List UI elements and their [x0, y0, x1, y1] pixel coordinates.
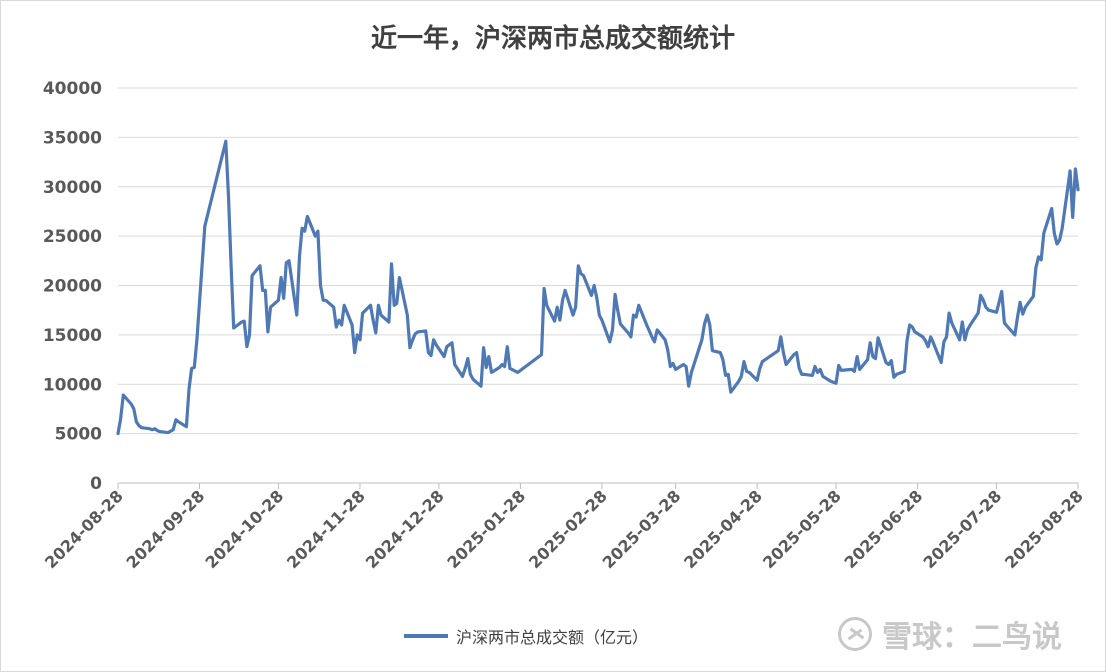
- x-tick-label: 2025-05-28: [759, 486, 845, 572]
- x-tick-label: 2025-01-28: [443, 486, 529, 572]
- watermark-text: 雪球：二鸟说: [882, 620, 1062, 655]
- x-tick-label: 2024-10-28: [201, 486, 287, 572]
- x-tick-label: 2025-07-28: [919, 486, 1005, 572]
- x-tick-labels: 2024-08-282024-09-282024-10-282024-11-28…: [41, 486, 1087, 572]
- y-tick-label: 15000: [43, 326, 102, 346]
- x-tick-label: 2024-12-28: [362, 486, 448, 572]
- chart-title: 近一年，沪深两市总成交额统计: [370, 24, 735, 54]
- x-tick-label: 2025-03-28: [599, 486, 685, 572]
- x-tick-label: 2024-08-28: [41, 486, 127, 572]
- y-tick-label: 5000: [55, 425, 102, 445]
- y-tick-label: 25000: [43, 227, 102, 247]
- gridlines: [118, 87, 1078, 435]
- series-line: [116, 139, 1080, 436]
- legend-label: 沪深两市总成交额（亿元）: [456, 628, 649, 647]
- y-tick-label: 35000: [43, 128, 102, 148]
- axes: [117, 482, 1079, 489]
- x-tick-label: 2024-09-28: [123, 486, 209, 572]
- y-tick-labels: 0 5000 10000 15000 20000 25000 30000 35000 40000: [43, 79, 102, 494]
- snowball-logo-icon: [838, 617, 872, 651]
- y-tick-label: 10000: [43, 375, 102, 395]
- legend: 沪深两市总成交额（亿元）: [404, 624, 648, 648]
- x-tick-label: 2024-11-28: [283, 486, 369, 572]
- y-tick-label: 20000: [43, 277, 102, 297]
- series-layer: [116, 139, 1080, 436]
- x-tick-label: 2025-08-28: [1001, 486, 1087, 572]
- y-tick-label: 0: [90, 474, 102, 494]
- legend-swatch: [404, 634, 448, 638]
- x-tick-label: 2025-04-28: [680, 486, 766, 572]
- watermark: 雪球：二鸟说: [838, 612, 1062, 656]
- y-tick-label: 30000: [43, 178, 102, 198]
- x-tick-label: 2025-06-28: [841, 486, 927, 572]
- y-tick-label: 40000: [43, 79, 102, 99]
